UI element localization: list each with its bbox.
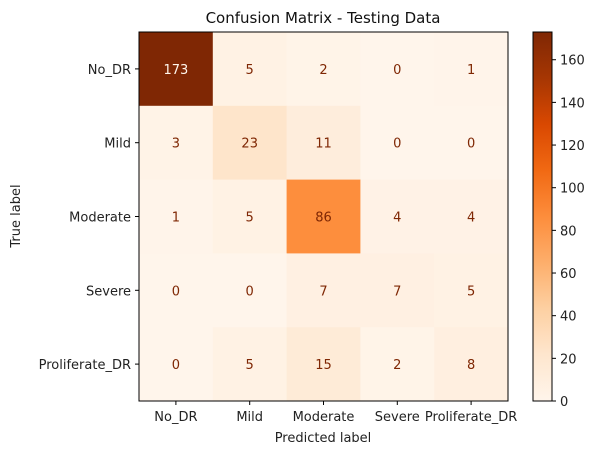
heatmap-cell-labels: 173 5 2 0 13 23 11 0 01 5 86 4 40 0 7 7 50 5 15 2 8 [163,63,475,373]
heatmap-cell [360,253,435,328]
cell-value-label: 3 [172,137,180,152]
colorbar-tick-label: 140 [560,96,585,111]
chart-title: Confusion Matrix - Testing Data [206,9,441,27]
heatmap-cell [360,32,435,107]
colorbar-tick-label: 40 [560,310,577,325]
colorbar-tick-label: 60 [560,267,577,282]
heatmap-cell [212,179,288,254]
colorbar-tick-label: 160 [560,54,585,69]
colorbar-tick-label: 20 [560,352,577,367]
colorbar-tick-label: 100 [560,182,585,197]
heatmap-cell [286,253,361,328]
heatmap-cell [286,32,361,107]
heatmap-cell [139,327,214,402]
heatmap-cell [434,105,509,181]
cell-value-label: 2 [319,63,327,78]
x-tick-label: Severe [375,410,420,425]
cell-value-label: 23 [241,137,258,152]
y-tick-label: Severe [86,284,131,299]
cell-value-label: 0 [172,284,180,299]
cell-value-label: 0 [467,137,475,152]
cell-value-label: 1 [172,211,180,226]
x-tick-label: Proliferate_DR [425,410,517,425]
heatmap-cell [360,327,435,402]
cell-value-label: 5 [246,211,254,226]
heatmap-cell [139,105,214,181]
cell-value-label: 4 [467,211,475,226]
x-axis-ticks: No_DR Mild Moderate Severe Proliferate_DR [154,401,517,425]
colorbar-tick-label: 120 [560,139,585,154]
cell-value-label: 11 [315,137,332,152]
heatmap-cell [139,32,214,107]
cell-value-label: 0 [172,358,180,373]
heatmap-cell [286,327,361,402]
colorbar-ticks: 0 20 40 60 80 100 120 140 160 [552,54,585,410]
heatmap-cell [286,105,361,181]
heatmap-cell [212,253,288,328]
x-tick-label: Mild [236,410,263,425]
cell-value-label: 0 [393,63,401,78]
cell-value-label: 7 [393,284,401,299]
x-tick-label: Moderate [293,410,355,425]
heatmap-cell [139,179,214,254]
heatmap-cell [360,179,435,254]
heatmap-cell [212,32,288,107]
x-axis-label: Predicted label [275,431,372,446]
y-tick-label: Proliferate_DR [39,358,131,373]
heatmap-cell [286,179,361,254]
cell-value-label: 0 [393,137,401,152]
cell-value-label: 2 [393,358,401,373]
cell-value-label: 7 [319,284,327,299]
cell-value-label: 15 [315,358,332,373]
heatmap-cell [434,32,509,107]
y-axis-ticks: No_DR Mild Moderate Severe Proliferate_DR [39,63,139,373]
y-tick-label: No_DR [88,63,131,78]
cell-value-label: 5 [246,63,254,78]
x-tick-label: No_DR [154,410,197,425]
cell-value-label: 8 [467,358,475,373]
heatmap-cell [434,253,509,328]
heatmap-cell [434,327,509,402]
heatmap-cell [212,327,288,402]
cell-value-label: 5 [246,358,254,373]
y-tick-label: Mild [104,137,131,152]
heatmap-cell [434,179,509,254]
heatmap-cells [139,32,509,402]
cell-value-label: 1 [467,63,475,78]
colorbar-tick-label: 0 [560,395,568,410]
cell-value-label: 0 [246,284,254,299]
heatmap-cell [360,105,435,181]
heatmap-cell [212,105,288,181]
cell-value-label: 5 [467,284,475,299]
cell-value-label: 4 [393,211,401,226]
heatmap-cell [139,253,214,328]
colorbar [532,31,553,402]
y-tick-label: Moderate [69,211,131,226]
cell-value-label: 86 [315,211,332,226]
y-axis-label: True label [9,184,24,248]
cell-value-label: 173 [163,63,188,78]
colorbar-tick-label: 80 [560,224,577,239]
